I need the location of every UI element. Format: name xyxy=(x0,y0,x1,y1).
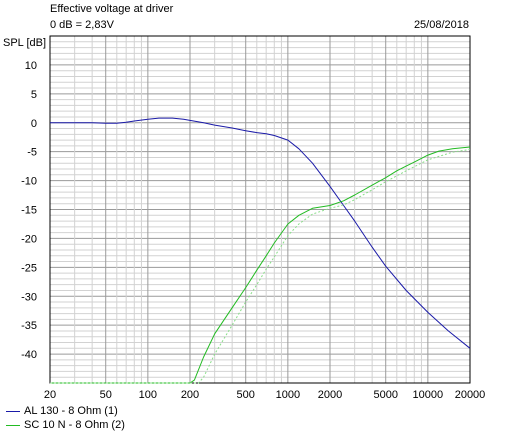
x-tick-label: 20 xyxy=(44,389,56,401)
x-tick-label: 100 xyxy=(139,389,157,401)
reference-level: 0 dB = 2,83V xyxy=(50,19,114,31)
y-tick-label: 5 xyxy=(31,89,37,101)
x-tick-label: 5000 xyxy=(373,389,397,401)
y-tick-label: -20 xyxy=(21,233,37,245)
grid xyxy=(49,35,471,384)
chart-title: Effective voltage at driver xyxy=(50,3,174,15)
legend-swatch-2 xyxy=(6,424,20,426)
x-tick-label: 2000 xyxy=(318,389,342,401)
plot-frame xyxy=(49,35,471,384)
series-line-2 xyxy=(50,146,471,384)
y-axis-label: SPL [dB] xyxy=(3,37,47,49)
legend-item-1: AL 130 - 8 Ohm (1) xyxy=(6,405,118,417)
legend-label-1: AL 130 - 8 Ohm (1) xyxy=(24,405,118,417)
series-line-3 xyxy=(50,148,471,384)
x-tick-label: 50 xyxy=(100,389,112,401)
x-tick-label: 20000 xyxy=(455,389,486,401)
y-tick-label: -30 xyxy=(21,291,37,303)
y-tick-label: -15 xyxy=(21,205,37,217)
series-lines xyxy=(50,117,471,384)
x-tick-label: 500 xyxy=(237,389,255,401)
legend-label-2: SC 10 N - 8 Ohm (2) xyxy=(24,419,125,431)
y-tick-label: -5 xyxy=(27,147,37,159)
chart-date: 25/08/2018 xyxy=(413,19,469,31)
y-tick-label: 10 xyxy=(25,60,37,72)
legend-swatch-1 xyxy=(6,410,20,412)
y-tick-label: -25 xyxy=(21,262,37,274)
x-tick-label: 200 xyxy=(181,389,199,401)
y-tick-label: -10 xyxy=(21,176,37,188)
x-tick-label: 1000 xyxy=(276,389,300,401)
y-tick-label: -35 xyxy=(21,320,37,332)
series-line-1 xyxy=(50,117,471,349)
y-tick-label: 0 xyxy=(31,118,37,130)
y-tick-label: -40 xyxy=(21,349,37,361)
legend-item-2: SC 10 N - 8 Ohm (2) xyxy=(6,419,125,431)
x-tick-label: 10000 xyxy=(413,389,444,401)
